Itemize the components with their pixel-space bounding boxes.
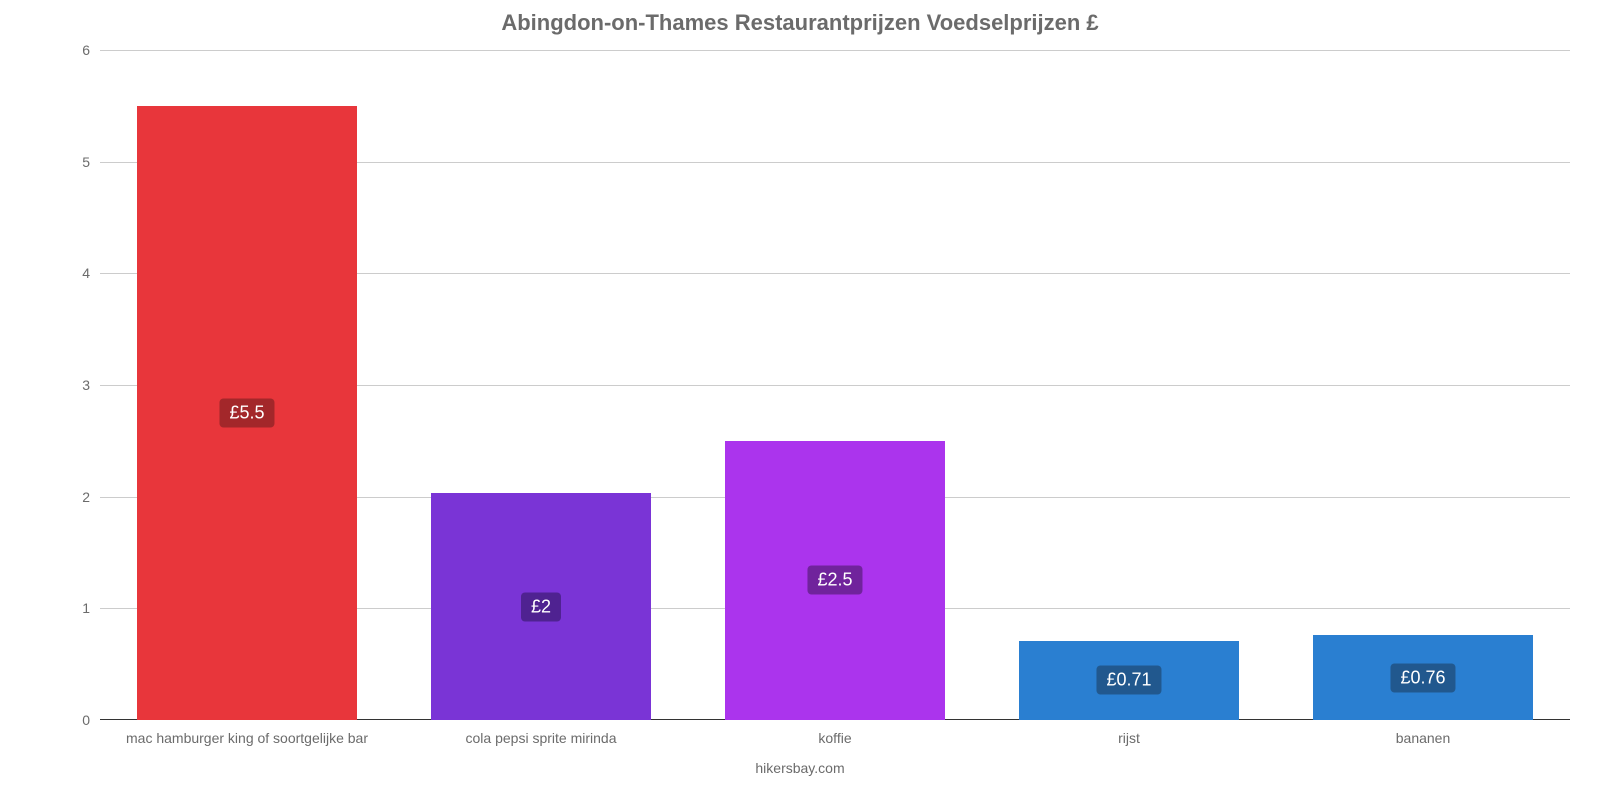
- gridline: [100, 50, 1570, 51]
- bar-value-badge: £0.71: [1096, 666, 1161, 695]
- plot-area: 0123456£5.5mac hamburger king of soortge…: [100, 50, 1570, 720]
- y-tick-label: 2: [82, 489, 100, 505]
- y-tick-label: 1: [82, 600, 100, 616]
- attribution-text: hikersbay.com: [0, 760, 1600, 776]
- x-tick-label: cola pepsi sprite mirinda: [466, 720, 617, 746]
- bar-value-badge: £0.76: [1390, 663, 1455, 692]
- y-tick-label: 4: [82, 265, 100, 281]
- y-tick-label: 5: [82, 154, 100, 170]
- y-tick-label: 0: [82, 712, 100, 728]
- bar: £2.5: [725, 441, 946, 720]
- bar-value-badge: £5.5: [219, 398, 274, 427]
- bar-value-badge: £2: [521, 592, 561, 621]
- x-tick-label: bananen: [1396, 720, 1451, 746]
- chart-container: Abingdon-on-Thames Restaurantprijzen Voe…: [0, 0, 1600, 800]
- y-tick-label: 3: [82, 377, 100, 393]
- bar-value-badge: £2.5: [807, 566, 862, 595]
- x-tick-label: koffie: [818, 720, 851, 746]
- bar: £0.71: [1019, 641, 1240, 720]
- bar: £2: [431, 493, 652, 720]
- chart-title: Abingdon-on-Thames Restaurantprijzen Voe…: [0, 10, 1600, 36]
- y-tick-label: 6: [82, 42, 100, 58]
- x-tick-label: mac hamburger king of soortgelijke bar: [126, 720, 368, 746]
- bar: £5.5: [137, 106, 358, 720]
- x-tick-label: rijst: [1118, 720, 1140, 746]
- bar: £0.76: [1313, 635, 1534, 720]
